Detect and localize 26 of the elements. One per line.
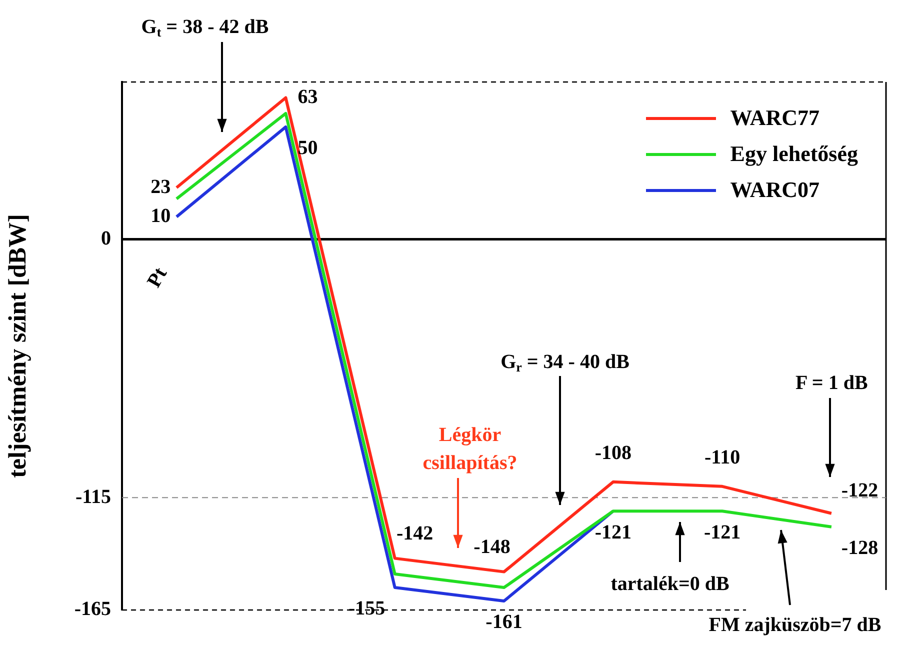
y-tick-label: -165 <box>74 598 111 620</box>
data-label: -155 <box>348 598 386 620</box>
data-label: 63 <box>298 86 318 108</box>
data-label: -122 <box>841 480 878 502</box>
annotation: Légkör csillapítás? <box>422 424 518 474</box>
data-label: -121 <box>704 521 741 544</box>
text: FM zajküszöb=7 dB <box>708 614 882 636</box>
data-label: 50 <box>298 137 318 160</box>
data-label: -161 <box>486 611 522 634</box>
annotation: F = 1 dB <box>795 372 868 394</box>
data-label: -128 <box>841 537 878 560</box>
data-label: -142 <box>396 522 434 544</box>
data-label: -121 <box>594 521 632 544</box>
legend-label: Egy lehetőség <box>730 141 858 167</box>
data-label: -148 <box>474 536 510 558</box>
legend-label: WARC07 <box>730 177 820 203</box>
y-tick-label: -115 <box>75 486 111 508</box>
legend-label: WARC77 <box>730 105 820 131</box>
data-label: -110 <box>704 446 740 469</box>
y-tick-label: 0 <box>101 227 111 250</box>
data-label: -108 <box>594 442 632 464</box>
annotation: tartalék=0 dB <box>610 573 730 596</box>
data-label: 10 <box>150 204 171 227</box>
y-axis-title: teljesítmény szint [dBW] <box>4 214 32 478</box>
data-label: 23 <box>150 176 171 198</box>
annotation: Pt <box>143 264 172 292</box>
